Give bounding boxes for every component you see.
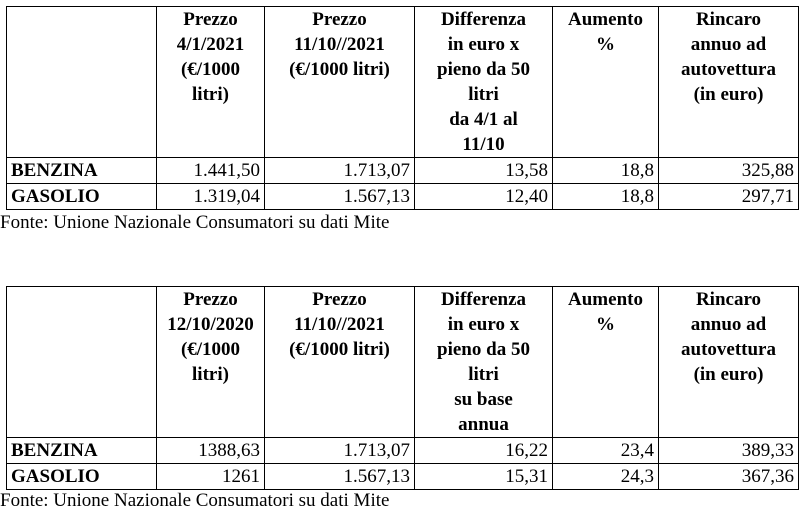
table-row: GASOLIO 1261 1.567,13 15,31 24,3 367,36: [6, 463, 799, 490]
table-cell: 18,8: [552, 183, 659, 210]
table-cell: 389,33: [658, 437, 799, 464]
header-cell-difference: Differenza in euro x pieno da 50 litri d…: [414, 6, 553, 158]
table-row: BENZINA 1.441,50 1.713,07 13,58 18,8 325…: [6, 157, 799, 184]
fuel-price-table-2: Prezzo 12/10/2020 (€/1000 litri) Prezzo …: [6, 286, 799, 490]
table-cell: 1.441,50: [156, 157, 265, 184]
table-cell: 367,36: [658, 463, 799, 490]
header-cell-empty: [6, 286, 157, 438]
table-header-row: Prezzo 4/1/2021 (€/1000 litri) Prezzo 11…: [6, 6, 799, 158]
fuel-price-table-1: Prezzo 4/1/2021 (€/1000 litri) Prezzo 11…: [6, 6, 799, 210]
table-cell: 24,3: [552, 463, 659, 490]
table-cell: 1.567,13: [264, 463, 415, 490]
row-label: GASOLIO: [6, 463, 157, 490]
header-cell-increase-pct: Aumento %: [552, 286, 659, 438]
header-cell-increase-pct: Aumento %: [552, 6, 659, 158]
table-cell: 1.567,13: [264, 183, 415, 210]
table-cell: 13,58: [414, 157, 553, 184]
row-label: BENZINA: [6, 157, 157, 184]
header-cell-price-start: Prezzo 4/1/2021 (€/1000 litri): [156, 6, 265, 158]
header-cell-empty: [6, 6, 157, 158]
table-cell: 1.713,07: [264, 157, 415, 184]
table-cell: 1.713,07: [264, 437, 415, 464]
table-row: GASOLIO 1.319,04 1.567,13 12,40 18,8 297…: [6, 183, 799, 210]
header-cell-price-end: Prezzo 11/10//2021 (€/1000 litri): [264, 6, 415, 158]
header-cell-difference: Differenza in euro x pieno da 50 litri s…: [414, 286, 553, 438]
table-cell: 23,4: [552, 437, 659, 464]
table-cell: 15,31: [414, 463, 553, 490]
table-cell: 1388,63: [156, 437, 265, 464]
row-label: BENZINA: [6, 437, 157, 464]
header-cell-annual-cost: Rincaro annuo ad autovettura (in euro): [658, 6, 799, 158]
source-note: Fonte: Unione Nazionale Consumatori su d…: [0, 212, 390, 233]
table-cell: 1261: [156, 463, 265, 490]
table-cell: 297,71: [658, 183, 799, 210]
header-cell-price-start: Prezzo 12/10/2020 (€/1000 litri): [156, 286, 265, 438]
table-cell: 16,22: [414, 437, 553, 464]
header-cell-price-end: Prezzo 11/10//2021 (€/1000 litri): [264, 286, 415, 438]
table-cell: 1.319,04: [156, 183, 265, 210]
table-cell: 12,40: [414, 183, 553, 210]
row-label: GASOLIO: [6, 183, 157, 210]
table-header-row: Prezzo 12/10/2020 (€/1000 litri) Prezzo …: [6, 286, 799, 438]
table-cell: 325,88: [658, 157, 799, 184]
header-cell-annual-cost: Rincaro annuo ad autovettura (in euro): [658, 286, 799, 438]
source-note: Fonte: Unione Nazionale Consumatori su d…: [0, 490, 390, 511]
table-row: BENZINA 1388,63 1.713,07 16,22 23,4 389,…: [6, 437, 799, 464]
table-cell: 18,8: [552, 157, 659, 184]
